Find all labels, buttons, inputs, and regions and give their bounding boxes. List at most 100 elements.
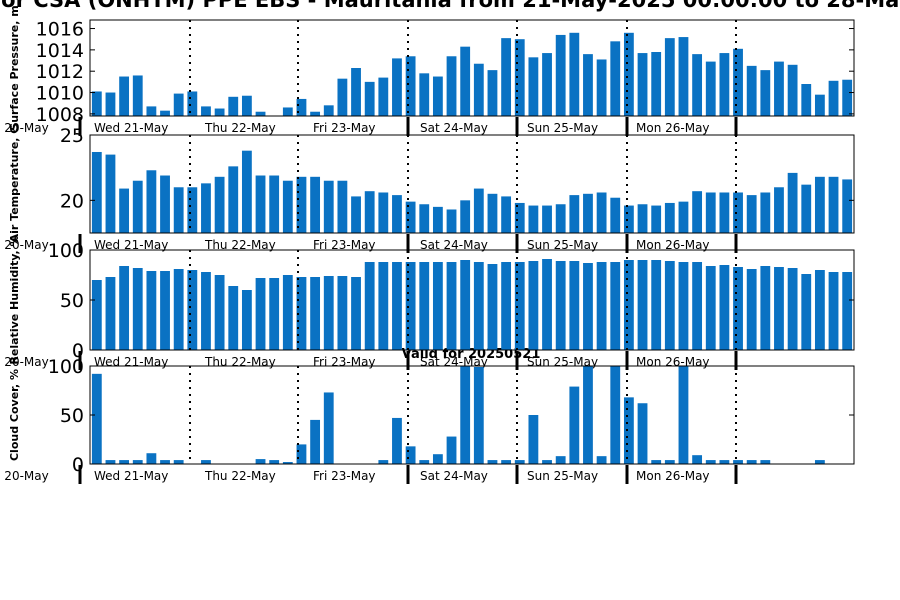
bar <box>719 460 730 464</box>
bar <box>323 105 334 116</box>
bar <box>364 262 375 350</box>
bar <box>132 180 143 233</box>
bar <box>664 38 675 116</box>
y-axis-label: Air Temperature, C <box>8 126 21 243</box>
bar <box>432 76 443 116</box>
bar <box>446 56 457 116</box>
bar <box>364 191 375 233</box>
bar <box>269 175 280 233</box>
bar <box>173 93 184 116</box>
bar <box>787 268 798 350</box>
bar <box>828 176 839 233</box>
bar <box>419 204 430 233</box>
bar <box>392 262 402 350</box>
bar <box>583 263 593 350</box>
bar <box>241 290 252 350</box>
bar <box>705 266 716 350</box>
bar <box>473 366 484 464</box>
bar <box>392 417 402 464</box>
bar <box>160 175 170 233</box>
bar <box>214 108 225 116</box>
bar <box>542 460 552 464</box>
bar <box>623 205 634 233</box>
bar <box>678 366 689 464</box>
bar <box>432 262 443 350</box>
bar <box>774 267 784 350</box>
plot-frame <box>89 134 855 234</box>
bar <box>241 150 252 233</box>
bar <box>146 271 157 350</box>
bar <box>842 179 853 233</box>
bar <box>801 184 812 233</box>
bar <box>282 462 293 464</box>
bar <box>432 206 443 233</box>
bar <box>214 275 225 350</box>
day-label: Wed 21-May <box>94 469 168 483</box>
bar <box>746 269 757 350</box>
day-label: Sat 24-May <box>420 355 488 369</box>
bar <box>378 460 389 464</box>
bar <box>119 460 130 464</box>
bar <box>187 91 198 116</box>
bar <box>787 172 798 233</box>
bar <box>91 280 102 350</box>
bar <box>610 197 621 233</box>
bar <box>596 456 607 464</box>
bar <box>583 54 593 116</box>
bar <box>269 278 280 350</box>
day-label: Wed 21-May <box>94 238 168 252</box>
bar <box>814 176 825 233</box>
day-label: Tue 20-May <box>0 355 49 369</box>
bar <box>378 192 389 233</box>
bar <box>733 192 743 233</box>
bar <box>460 260 471 350</box>
y-tick-label: 1010 <box>36 83 84 105</box>
day-label: Tue 20-May <box>0 469 49 483</box>
bar <box>105 460 116 464</box>
bar <box>692 262 703 350</box>
bar <box>473 63 484 116</box>
bar <box>774 187 784 233</box>
bar <box>187 270 198 350</box>
day-label: Mon 26-May <box>636 238 710 252</box>
bar <box>323 180 334 233</box>
bar <box>596 59 607 116</box>
bar <box>310 277 321 350</box>
bar <box>419 262 430 350</box>
bar <box>323 392 334 464</box>
y-tick-label: 25 <box>60 125 84 147</box>
bar <box>705 192 716 233</box>
bar <box>132 268 143 350</box>
bar <box>623 260 634 350</box>
bar <box>351 277 361 350</box>
bar <box>514 39 525 117</box>
bar <box>801 274 812 350</box>
y-tick-label: 1016 <box>36 19 84 41</box>
bar <box>91 373 102 464</box>
y-tick-label: 20 <box>60 190 84 212</box>
bar <box>337 180 348 233</box>
y-tick-label: 1014 <box>36 40 84 62</box>
bar <box>119 266 130 350</box>
bar <box>774 61 784 116</box>
bar <box>255 111 266 116</box>
day-label: Sat 24-May <box>420 238 488 252</box>
bar <box>514 262 525 350</box>
bar <box>228 286 239 350</box>
bar <box>351 68 361 116</box>
bar <box>787 64 798 116</box>
bar <box>282 180 293 233</box>
bar <box>542 205 552 233</box>
bar <box>569 386 580 464</box>
chart-title: for CSA (ONHTM) PPE EBS - Mauritania fro… <box>0 0 899 12</box>
y-tick-label: 100 <box>48 240 84 262</box>
day-label: Wed 21-May <box>94 121 168 135</box>
bar <box>132 75 143 116</box>
y-axis-label: Surface Pressure, m <box>8 5 21 130</box>
bar <box>719 53 730 116</box>
bar <box>746 460 757 464</box>
y-tick-label: 100 <box>48 356 84 378</box>
bar <box>282 107 293 116</box>
bar <box>637 204 648 233</box>
